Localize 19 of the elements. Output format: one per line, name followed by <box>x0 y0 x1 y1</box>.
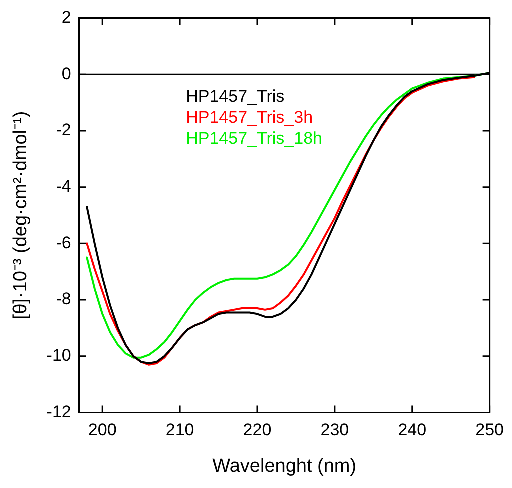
y-tick-label: -10 <box>46 346 72 366</box>
text: HP1457_Tris_3h <box>186 108 314 127</box>
series-label: HP1457_Tris_18h <box>186 128 322 148</box>
y-tick-label: -12 <box>46 402 72 422</box>
y-tick-label: -6 <box>56 233 72 252</box>
x-tick-label: 230 <box>320 420 350 440</box>
x-tick-label: 210 <box>166 420 194 440</box>
x-tick-label: 200 <box>88 420 117 440</box>
text: HP1457_Tris <box>186 86 285 106</box>
y-tick-label: 2 <box>62 8 72 27</box>
y-tick-label: 0 <box>62 64 72 84</box>
x-tick-label: 220 <box>243 420 272 440</box>
y-tick-label: -8 <box>56 290 72 309</box>
x-axis-title: Wavelenght (nm) <box>212 456 357 477</box>
x-tick-label: 240 <box>398 420 427 440</box>
x-tick-label: 250 <box>476 420 504 440</box>
y-tick-label: -4 <box>56 177 72 196</box>
y-tick-label: -2 <box>56 120 72 140</box>
y-axis-title: [θ]·10⁻³ (deg·cm²·dmol⁻¹) <box>10 111 32 320</box>
